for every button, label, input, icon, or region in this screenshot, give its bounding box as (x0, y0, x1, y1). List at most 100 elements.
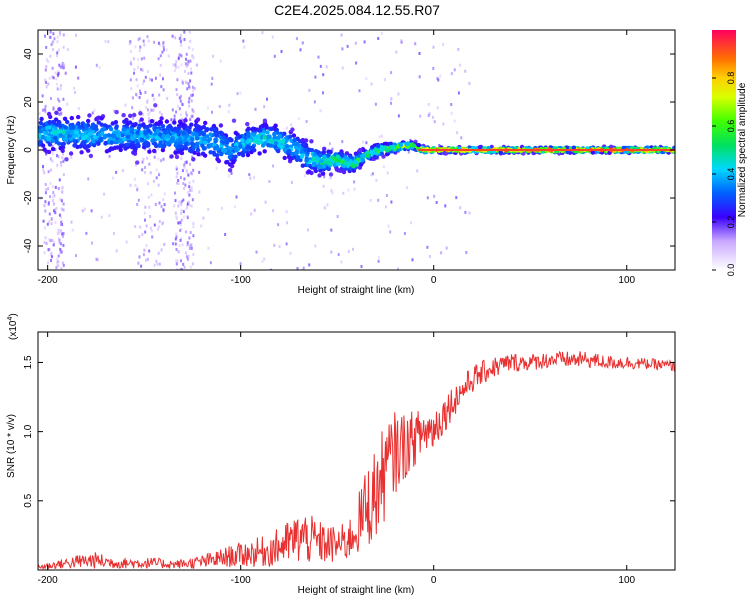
spectrogram-scatter-point (456, 131, 459, 135)
spectrogram-ridge-point (252, 127, 258, 132)
spectrogram-scatter-point (62, 243, 65, 247)
spectrogram-scatter-point (43, 171, 46, 175)
spectrogram-scatter-point (187, 82, 190, 86)
spectrogram-ridge-point (56, 119, 62, 125)
spectrogram-ridge-point (158, 120, 164, 125)
spectrogram-ridge-point (286, 148, 292, 154)
spectrogram-scatter-point (212, 54, 215, 58)
spectrogram-ridge-point (120, 133, 125, 138)
spectrogram-ytick-label: 20 (23, 96, 34, 108)
spectrogram-scatter-point (146, 257, 149, 261)
spectrogram-ridge-point (136, 125, 142, 131)
snr-xlabel: Height of straight line (km) (298, 585, 415, 596)
spectrogram-scatter-point (56, 263, 59, 267)
spectrogram-scatter-point (416, 169, 419, 173)
spectrogram-scatter-point (54, 185, 57, 189)
colorbar-tick-label: 0.2 (726, 216, 736, 229)
spectrogram-ridge-point (284, 144, 290, 149)
spectrogram-scatter-point (157, 157, 160, 161)
spectrogram-scatter-point (289, 251, 292, 255)
spectrogram-scatter-point (44, 183, 47, 186)
spectrogram-scatter-point (138, 37, 141, 40)
spectrogram-scatter-point (180, 63, 183, 67)
spectrogram-scatter-point (377, 259, 380, 263)
spectrogram-ridge-point (114, 130, 119, 135)
spectrogram-scatter-point (189, 39, 192, 43)
spectrogram-scatter-point (177, 65, 180, 69)
spectrogram-scatter-point (185, 160, 188, 164)
spectrogram-ridge-point (98, 136, 104, 141)
spectrogram-ridge-point (84, 134, 90, 139)
spectrogram-scatter-point (427, 114, 430, 117)
spectrogram-ridge-point (477, 145, 483, 150)
spectrogram-scatter-point (153, 263, 156, 267)
spectrogram-scatter-point (189, 79, 192, 83)
spectrogram-scatter-point (174, 191, 176, 195)
spectrogram-scatter-point (266, 97, 268, 101)
spectrogram-scatter-point (171, 34, 174, 38)
spectrogram-scatter-point (52, 195, 54, 199)
spectrogram-scatter-point (453, 68, 456, 72)
spectrogram-scatter-point (179, 40, 182, 44)
spectrogram-ridge-point (86, 148, 91, 153)
spectrogram-xtick-label: 100 (618, 275, 635, 286)
spectrogram-scatter-point (59, 33, 62, 36)
spectrogram-scatter-point (146, 35, 149, 39)
spectrogram-ridge-point (194, 141, 200, 146)
spectrogram-ridge-point (240, 138, 245, 143)
spectrogram-scatter-point (54, 148, 57, 152)
spectrogram-scatter-point (264, 200, 267, 204)
spectrogram-scatter-point (188, 181, 191, 185)
spectrogram-scatter-point (177, 250, 180, 254)
spectrogram-scatter-point (54, 142, 56, 146)
spectrogram-scatter-point (61, 261, 64, 265)
spectrogram-scatter-point (60, 223, 62, 226)
spectrogram-scatter-point (319, 109, 322, 113)
spectrogram-scatter-point (52, 32, 55, 36)
spectrogram-scatter-point (185, 65, 188, 68)
spectrogram-scatter-point (175, 110, 178, 114)
spectrogram-scatter-point (51, 199, 54, 203)
spectrogram-scatter-point (228, 103, 231, 107)
spectrogram-scatter-point (157, 225, 160, 229)
spectrogram-scatter-point (47, 82, 50, 86)
spectrogram-scatter-point (295, 37, 298, 41)
spectrogram-scatter-point (215, 166, 218, 170)
spectrogram-ridge-point (174, 154, 180, 160)
spectrogram-scatter-point (148, 205, 151, 209)
spectrogram-ridge-point (245, 145, 251, 150)
spectrogram-scatter-point (192, 222, 195, 225)
spectrogram-ridge-point (571, 145, 576, 150)
spectrogram-xtick-label: -100 (231, 275, 251, 286)
spectrogram-ridge-point (177, 136, 183, 142)
spectrogram-scatter-point (143, 248, 146, 252)
spectrogram-ridge-point (138, 111, 143, 116)
spectrogram-ridge-point (64, 157, 69, 162)
snr-series-line (38, 350, 675, 570)
spectrogram-scatter-point (48, 220, 51, 224)
spectrogram-ridge-point (189, 149, 194, 154)
spectrogram-scatter-point (188, 104, 191, 108)
spectrogram-ridge-point (359, 154, 365, 159)
spectrogram-scatter-point (132, 116, 134, 120)
spectrogram-scatter-point (272, 209, 275, 213)
spectrogram-scatter-point (144, 105, 147, 109)
spectrogram-scatter-point (60, 111, 63, 115)
spectrogram-ridge-point (170, 127, 176, 132)
spectrogram-scatter-point (55, 77, 58, 81)
spectrogram-scatter-point (53, 240, 56, 244)
spectrogram-scatter-point (340, 260, 343, 264)
spectrogram-ytick-label: 0 (23, 147, 34, 153)
spectrogram-scatter-point (51, 185, 54, 189)
spectrogram-ridge-point (38, 125, 43, 130)
spectrogram-scatter-point (56, 40, 59, 44)
spectrogram-scatter-point (198, 170, 201, 174)
spectrogram-scatter-point (146, 108, 149, 112)
spectrogram-ridge-point (102, 134, 107, 139)
spectrogram-scatter-point (185, 57, 187, 61)
spectrogram-scatter-point (142, 157, 145, 161)
spectrogram-scatter-point (133, 68, 136, 72)
spectrogram-scatter-point (178, 53, 181, 57)
spectrogram-ridge-point (265, 138, 270, 143)
spectrogram-ridge-point (300, 153, 305, 158)
